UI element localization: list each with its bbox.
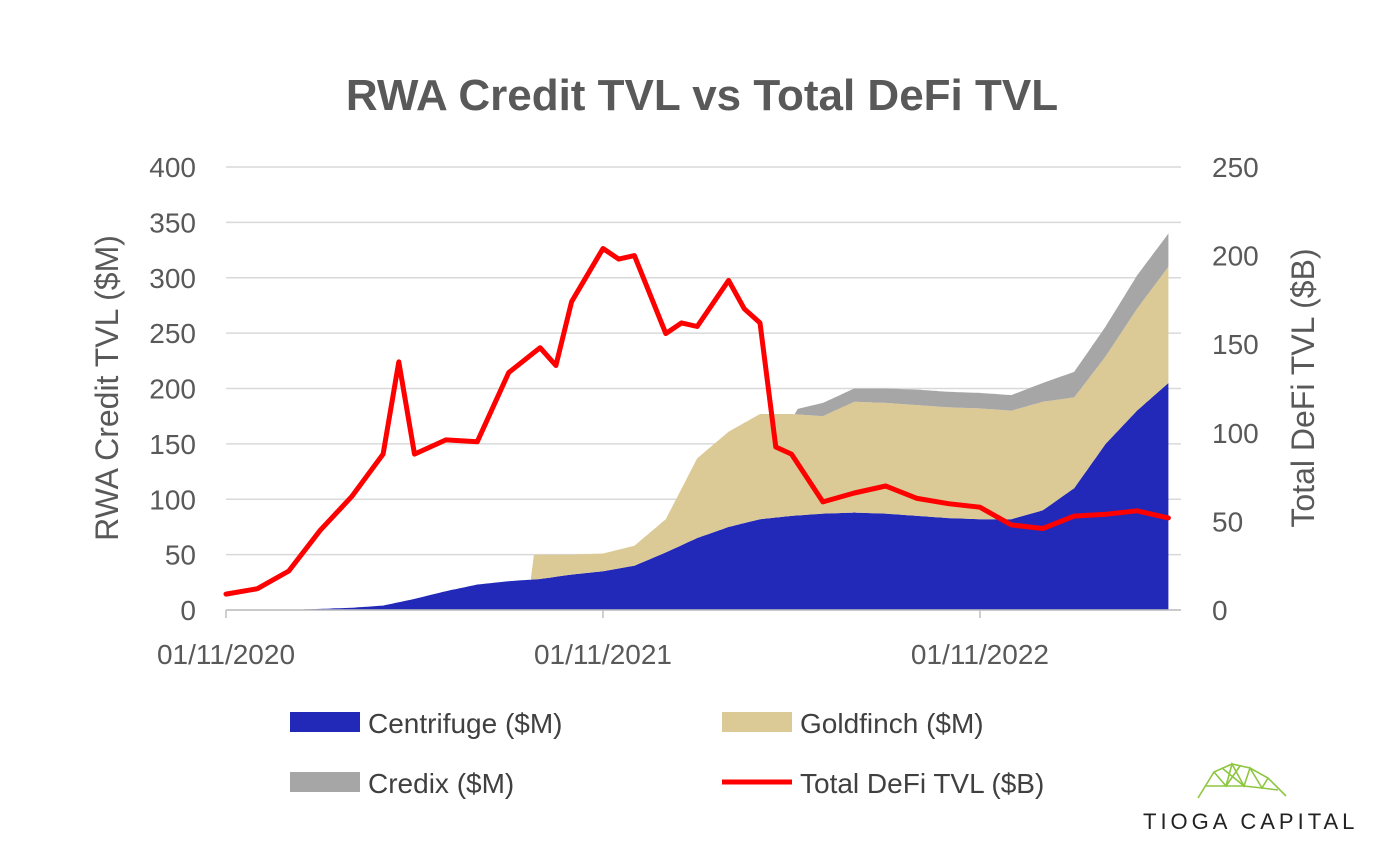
- legend-swatch-centrifuge: [290, 712, 360, 732]
- y2-tick-label: 250: [1212, 152, 1259, 183]
- y2-axis-title: Total DeFi TVL ($B): [1285, 248, 1321, 527]
- legend-item-total-defi: Total DeFi TVL ($B): [722, 768, 1044, 799]
- x-tick-label: 01/11/2022: [911, 639, 1049, 670]
- y-tick-label: 100: [149, 484, 196, 515]
- y-tick-label: 200: [149, 374, 196, 405]
- y2-tick-label: 100: [1212, 418, 1259, 449]
- right-axis: 0 50 100 150 200 250: [1212, 152, 1259, 626]
- legend-item-credix: Credix ($M): [290, 768, 514, 799]
- brand-logo: TIOGA CAPITAL: [1143, 761, 1358, 834]
- y-tick-label: 350: [149, 207, 196, 238]
- brand-name: TIOGA CAPITAL: [1143, 809, 1358, 834]
- y2-tick-label: 150: [1212, 329, 1259, 360]
- y-tick-label: 250: [149, 318, 196, 349]
- legend-label-centrifuge: Centrifuge ($M): [368, 708, 563, 739]
- legend-item-goldfinch: Goldfinch ($M): [722, 708, 984, 739]
- x-tick-label: 01/11/2021: [534, 639, 672, 670]
- mountain-wireframe-icon: [1197, 761, 1287, 799]
- legend-item-centrifuge: Centrifuge ($M): [290, 708, 563, 739]
- y-axis-title: RWA Credit TVL ($M): [89, 235, 125, 541]
- chart-title: RWA Credit TVL vs Total DeFi TVL: [346, 71, 1058, 120]
- y-tick-label: 50: [165, 540, 196, 571]
- left-axis: 0 50 100 150 200 250 300 350 400: [149, 152, 196, 626]
- y-tick-label: 300: [149, 263, 196, 294]
- area-goldfinch: [226, 266, 1169, 610]
- legend-label-credix: Credix ($M): [368, 768, 514, 799]
- stacked-areas: [226, 233, 1169, 610]
- y2-tick-label: 200: [1212, 241, 1259, 272]
- y2-tick-label: 50: [1212, 506, 1243, 537]
- y2-tick-label: 0: [1212, 595, 1228, 626]
- line-series: [223, 246, 1171, 597]
- y-tick-label: 400: [149, 152, 196, 183]
- x-axis: 01/11/2020 01/11/2021 01/11/2022: [157, 609, 1181, 670]
- legend-swatch-credix: [290, 772, 360, 792]
- legend: Centrifuge ($M) Goldfinch ($M) Credix ($…: [290, 708, 1044, 799]
- y-tick-label: 0: [180, 595, 196, 626]
- area-centrifuge: [226, 383, 1169, 610]
- legend-label-total-defi: Total DeFi TVL ($B): [800, 768, 1044, 799]
- line-total-defi-tvl: [223, 246, 1171, 597]
- x-tick-label: 01/11/2020: [157, 639, 295, 670]
- legend-label-goldfinch: Goldfinch ($M): [800, 708, 984, 739]
- y-tick-label: 150: [149, 429, 196, 460]
- legend-swatch-goldfinch: [722, 712, 792, 732]
